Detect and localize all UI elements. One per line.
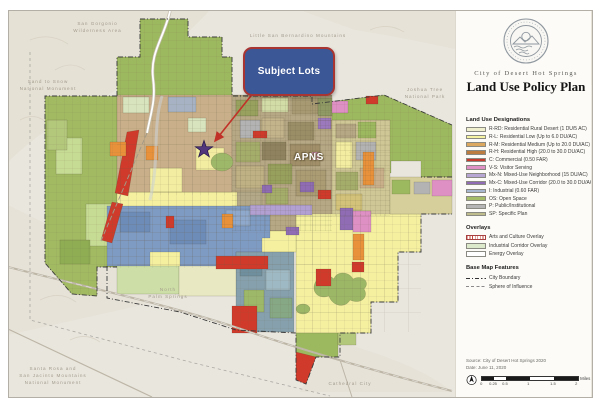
swatch-rh [466,150,486,155]
legend-item: P: Public/Institutional [466,202,586,210]
swatch-p [466,203,486,209]
source-note: Source: City of Desert Hot Springs 2020 [466,357,547,363]
swatch-rrd [466,127,486,132]
legend-item: Arts and Culture Overlay [466,233,586,241]
swatch-c [466,157,486,163]
overlays-legend: Overlays Arts and Culture Overlay Indust… [466,225,586,259]
swatch-os [466,196,486,201]
scale-bar: 0 0.25 0.5 1 1.5 2 Miles [480,376,590,387]
terrain-label-cathedral-city: Cathedral City [328,381,372,386]
swatch-rl [466,134,486,140]
land-use-legend: Land Use Designations R-RD: Residential … [466,117,591,218]
roads [8,10,453,398]
city-seal-icon [503,18,549,64]
swatch-industrial-corridor-overlay [466,243,486,249]
subject-lots-callout-label: Subject Lots [257,66,321,77]
subject-lots-callout: Subject Lots [243,47,335,96]
land-use-legend-header: Land Use Designations [466,117,531,123]
scale-tick: 1.5 [550,380,556,386]
legend-item: R-M: Residential Medium (Up to 20.0 DU/A… [466,141,590,149]
swatch-mxn [466,173,486,178]
swatch-rm [466,142,486,148]
city-name-line: City of Desert Hot Springs [474,70,578,77]
scale-tick: 0 [480,380,483,386]
legend-item: I: Industrial (0.60 FAR) [466,187,586,195]
date-note: Date: June 11, 2020 [466,364,507,370]
city-boundary-line-sample [466,277,486,279]
legend-item: City Boundary [466,274,586,282]
page-title: Land Use Policy Plan [466,79,586,94]
legend-item: SP: Specific Plan [466,210,586,218]
terrain-label-santa-rosa: Santa Rosa and San Jacinto Mountains Nat… [19,366,87,385]
map-footer: Source: City of Desert Hot Springs 2020 … [466,357,590,387]
city-boundary-line [44,18,453,385]
terrain-label-sand-to-snow: Sand to Snow National Monument [19,79,77,91]
terrain-label-san-gorgonio: San Gorgonio Wilderness Area [73,21,122,33]
legend-item: C: Commercial (0.50 FAR) [466,156,586,164]
north-arrow-icon [466,374,477,386]
legend-item: R-RD: Residential Rural Desert (1 DU/5 A… [466,126,587,134]
base-map-legend-header: Base Map Features [466,265,519,272]
legend-item: OS: Open Space [466,195,586,203]
subject-star-icon [194,139,214,158]
scale-tick: 0.25 [489,380,497,386]
swatch-arts-overlay [466,234,486,241]
base-map-legend: Base Map Features City Boundary Sphere o… [466,265,586,290]
legend-panel: City of Desert Hot Springs Land Use Poli… [455,11,591,397]
scale-row: 0 0.25 0.5 1 1.5 2 Miles [466,374,590,387]
swatch-energy-overlay [466,251,486,258]
sphere-of-influence-line [29,52,331,397]
terrain-label-north-palm-springs: North Palm Springs [148,287,188,299]
scale-tick: 0.5 [502,380,508,386]
swatch-i [466,188,486,194]
swatch-mxc [466,180,486,186]
swatch-sp [466,211,486,217]
terrain-label-little-san-bernardino: Little San Bernardino Mountains [249,33,347,38]
legend-item: V-S: Visitor Serving [466,164,586,172]
scale-tick: 1 [527,380,530,386]
overlays-legend-header: Overlays [466,224,491,231]
legend-item: R-L: Residential Low (Up to 6.0 DU/AC) [466,133,586,141]
legend-item: Mx-C: Mixed-Use Corridor (20.0 to 30.0 D… [466,179,591,187]
swatch-vs [466,165,486,171]
scale-unit: Miles [580,376,591,381]
legend-item: Industrial Corridor Overlay [466,242,586,250]
legend-item: Sphere of Influence [466,282,586,290]
callout-arrow [214,91,255,143]
sphere-of-influence-line-sample [466,286,486,287]
scale-tick: 2 [575,380,578,386]
legend-item: Energy Overlay [466,250,586,258]
subject-pointer [194,91,255,158]
legend-item: R-H: Residential High (20.0 to 30.0 DU/A… [466,149,586,157]
terrain-label-joshua-tree: Joshua Tree National Park [404,87,446,99]
legend-item: Mx-N: Mixed-Use Neighborhood (15 DU/AC) [466,172,588,180]
apns-area-label: APNS [294,152,324,163]
parcel-grid-overlay [45,19,452,333]
